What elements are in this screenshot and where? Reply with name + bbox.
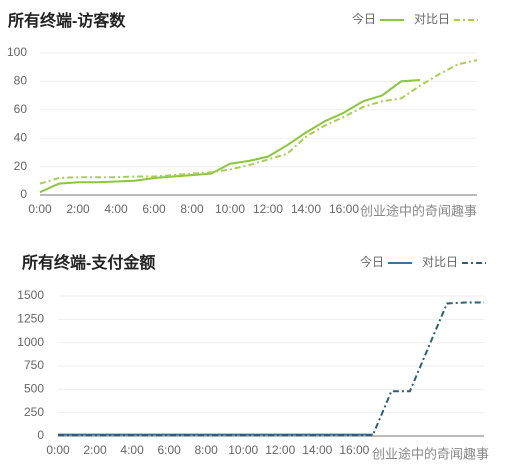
x-tick-label: 2:00 bbox=[83, 443, 107, 457]
x-tick-label: 4:00 bbox=[104, 202, 128, 216]
x-tick-label: 16:00 bbox=[329, 202, 359, 216]
y-tick-label: 40 bbox=[14, 130, 28, 144]
x-tick-label: 10:00 bbox=[215, 202, 245, 216]
chart-title: 所有终端-支付金额 bbox=[22, 253, 155, 272]
x-tick-label: 6:00 bbox=[157, 443, 181, 457]
x-tick-label: 14:00 bbox=[291, 202, 321, 216]
y-tick-label: 1500 bbox=[17, 288, 44, 302]
y-tick-label: 100 bbox=[7, 45, 27, 59]
x-tick-label: 0:00 bbox=[46, 443, 70, 457]
y-tick-label: 1250 bbox=[17, 312, 44, 326]
x-tick-label: 10:00 bbox=[228, 443, 258, 457]
y-tick-label: 500 bbox=[24, 382, 44, 396]
y-tick-label: 80 bbox=[14, 74, 28, 88]
series-line bbox=[39, 59, 478, 185]
legend-label: 今日 bbox=[360, 254, 384, 269]
legend-label: 对比日 bbox=[414, 12, 450, 26]
y-tick-label: 1000 bbox=[17, 335, 44, 349]
x-tick-label: 14:00 bbox=[302, 443, 332, 457]
y-tick-label: 0 bbox=[20, 187, 27, 201]
x-tick-label: 8:00 bbox=[194, 443, 218, 457]
x-tick-label: 8:00 bbox=[180, 202, 204, 216]
legend-label: 对比日 bbox=[422, 255, 458, 269]
x-tick-label: 0:00 bbox=[28, 202, 52, 216]
series-line bbox=[39, 78, 421, 194]
x-tick-label: 12:00 bbox=[265, 443, 295, 457]
series-line bbox=[58, 301, 484, 437]
y-tick-label: 750 bbox=[24, 358, 44, 372]
x-tick-label: 16:00 bbox=[339, 443, 369, 457]
x-tick-label: 6:00 bbox=[142, 202, 166, 216]
x-tick-label: 12:00 bbox=[253, 202, 283, 216]
legend-label: 今日 bbox=[352, 11, 376, 26]
y-tick-label: 250 bbox=[24, 405, 44, 419]
y-tick-label: 0 bbox=[37, 428, 44, 442]
x-tick-label: 4:00 bbox=[120, 443, 144, 457]
y-tick-label: 20 bbox=[14, 159, 28, 173]
chart-title: 所有终端-访客数 bbox=[8, 11, 126, 30]
x-tick-label: 2:00 bbox=[66, 202, 90, 216]
watermark: 创业途中的奇闻趣事 bbox=[372, 446, 489, 461]
watermark: 创业途中的奇闻趣事 bbox=[360, 203, 477, 218]
y-tick-label: 60 bbox=[14, 102, 28, 116]
